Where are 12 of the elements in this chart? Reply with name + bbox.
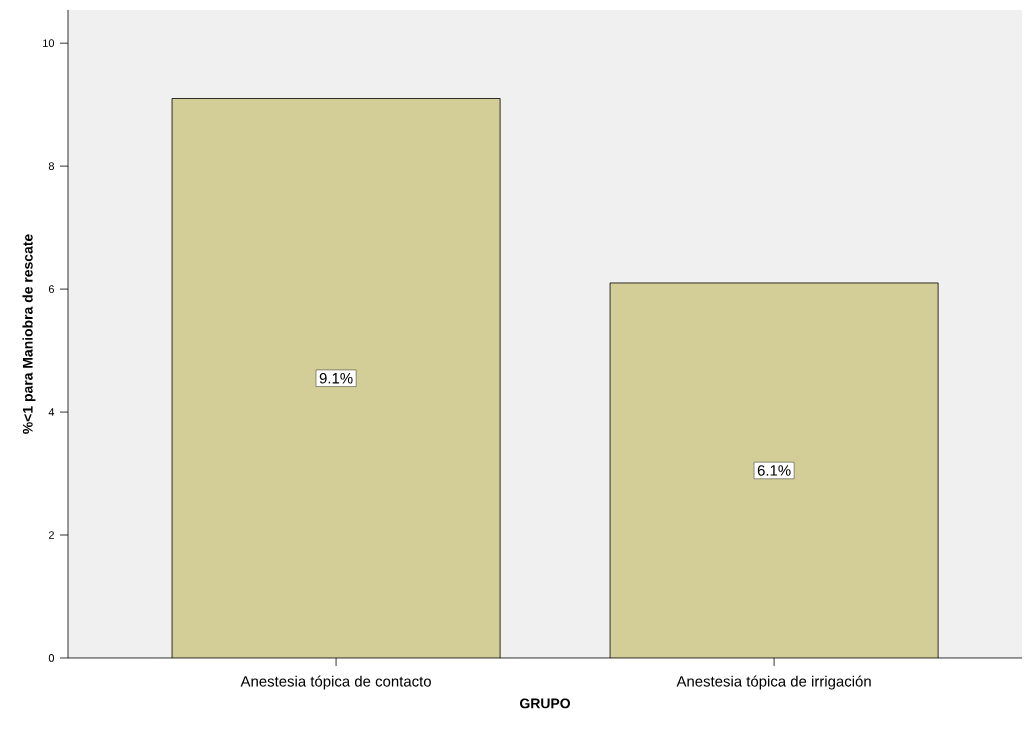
y-tick-label: 4 (48, 408, 55, 416)
x-axis-title: GRUPO (520, 698, 570, 709)
y-tick-label: 10 (43, 39, 55, 48)
x-tick-label: Anestesia tópica de contacto (240, 675, 431, 690)
data-label: 9.1% (319, 372, 353, 384)
y-tick-label: 8 (48, 162, 54, 171)
x-tick-label: Anestesia tópica de irrigación (676, 675, 871, 690)
y-axis-title: %<1 para Maniobra de rescate (22, 234, 36, 434)
y-tick-label: 2 (48, 531, 54, 539)
y-tick-label: 6 (48, 285, 54, 293)
data-label: 6.1% (757, 465, 791, 476)
y-tick-label: 0 (48, 654, 55, 662)
